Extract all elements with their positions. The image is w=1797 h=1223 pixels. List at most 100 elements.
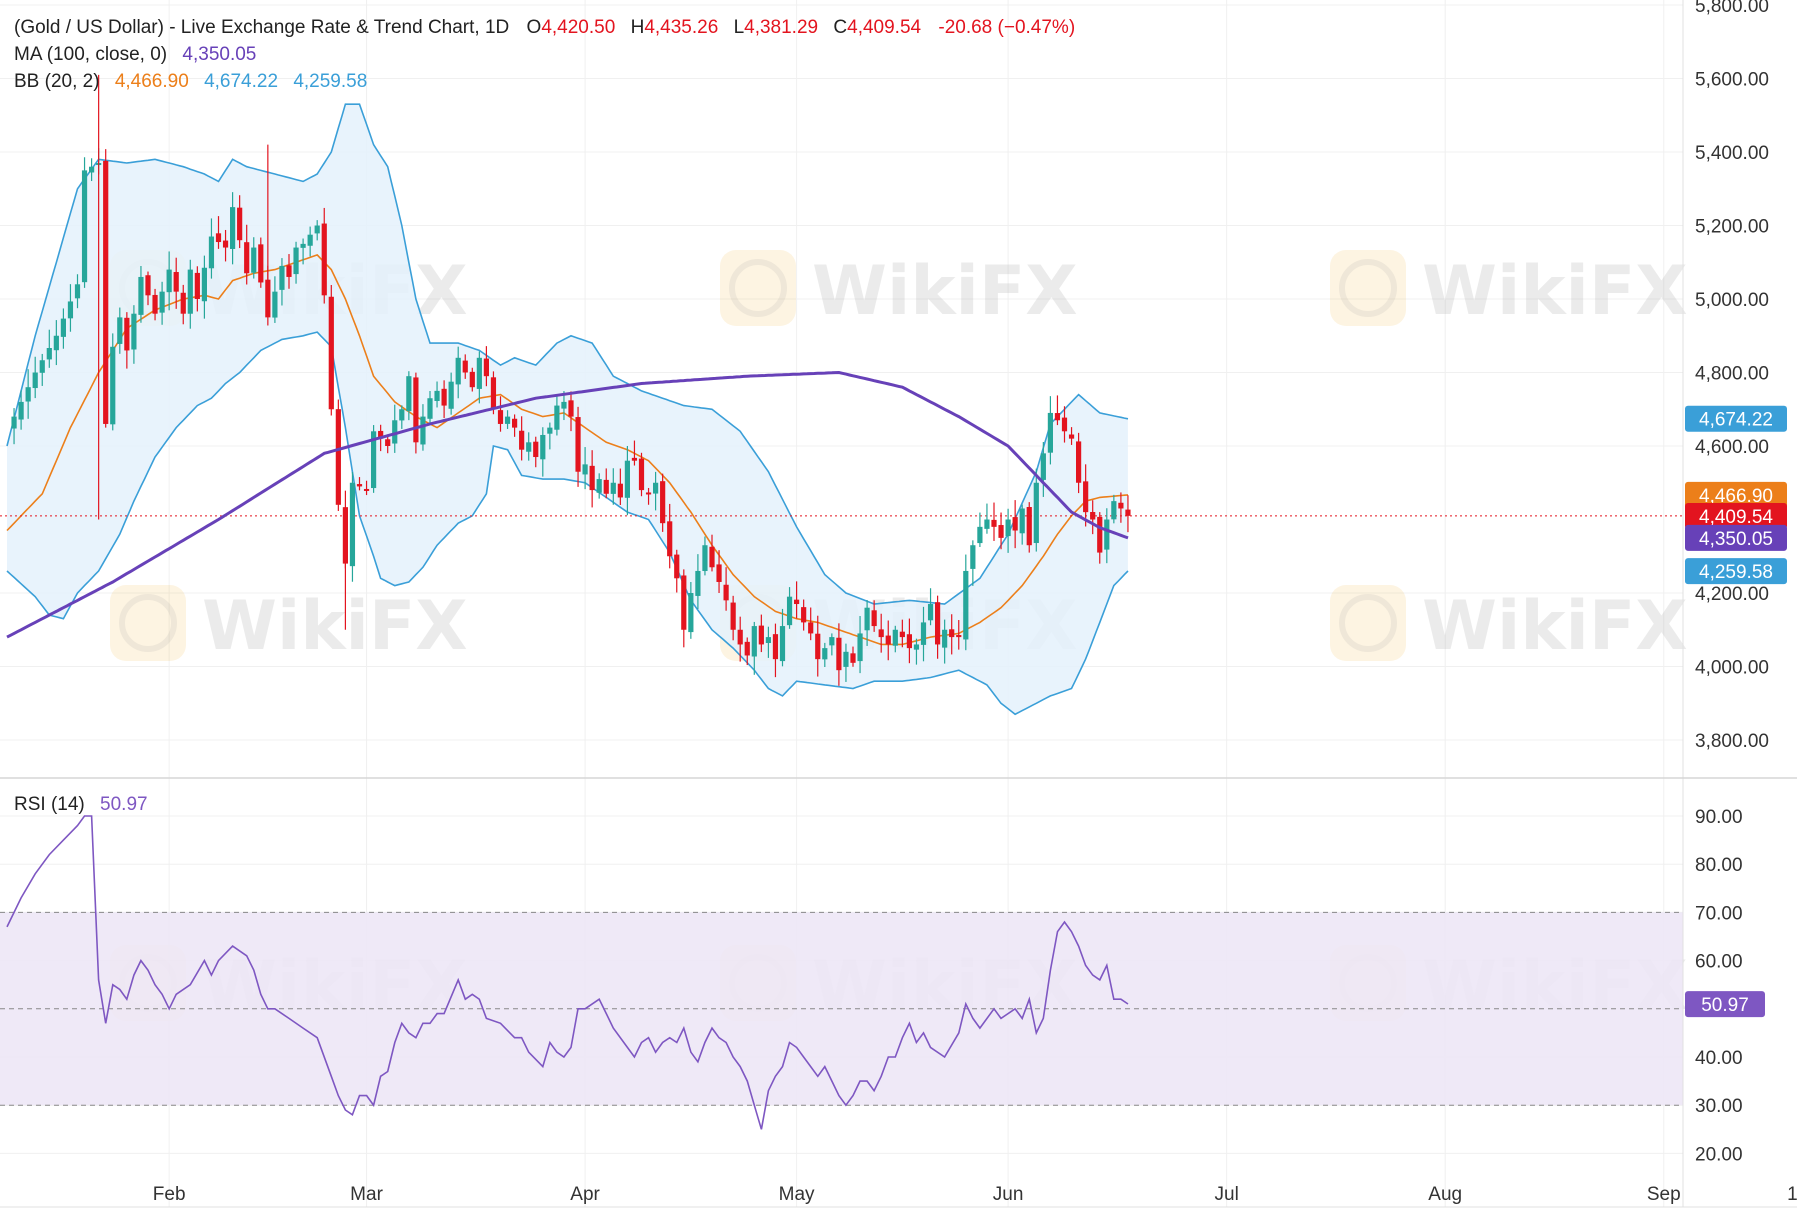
- price-tick-label: 5,800.00: [1695, 0, 1769, 17]
- candle: [554, 396, 560, 436]
- candle: [843, 643, 849, 682]
- candle: [927, 588, 934, 626]
- candle: [1012, 500, 1018, 549]
- candle: [321, 207, 327, 304]
- candle: [610, 468, 616, 505]
- candle: [878, 613, 884, 653]
- legend-close: 4,409.54: [847, 17, 921, 38]
- candle: [716, 550, 722, 593]
- candle: [829, 633, 835, 656]
- candle: [977, 512, 983, 547]
- svg-text:4,466.90: 4,466.90: [1699, 486, 1773, 507]
- candle: [349, 472, 356, 582]
- candle: [392, 404, 398, 453]
- candle: [1026, 502, 1032, 553]
- rsi-tick-label: 60.00: [1695, 952, 1743, 973]
- candle: [46, 329, 52, 368]
- candle: [1104, 508, 1110, 564]
- candle: [857, 616, 863, 674]
- candle: [540, 427, 546, 477]
- candle: [356, 477, 363, 491]
- rsi-tick-label: 30.00: [1695, 1096, 1743, 1117]
- candle: [801, 599, 807, 631]
- candle: [427, 391, 433, 423]
- candle: [660, 473, 666, 532]
- candle: [335, 399, 341, 511]
- rsi-tick-label: 70.00: [1695, 903, 1743, 924]
- legend-title: (Gold / US Dollar) - Live Exchange Rate …: [14, 17, 1075, 38]
- candle: [469, 367, 475, 392]
- candle: [180, 284, 186, 325]
- legend-ma-value: 4,350.05: [182, 44, 256, 65]
- badge-bb-basis: 4,466.90: [1685, 481, 1787, 508]
- price-tick-label: 4,600.00: [1695, 437, 1769, 458]
- candle: [18, 390, 24, 430]
- candle: [963, 554, 969, 651]
- watermark-text: WikiFX: [1422, 587, 1688, 666]
- badge-bb-lower: 4,259.58: [1685, 558, 1787, 585]
- legend-open: 4,420.50: [541, 17, 615, 38]
- candle: [885, 620, 891, 661]
- candle: [342, 490, 348, 569]
- candle: [166, 251, 172, 311]
- legend-rsi-value: 50.97: [100, 794, 148, 815]
- candle: [956, 620, 962, 650]
- candle: [596, 473, 602, 499]
- legend-low-label: L: [734, 17, 745, 38]
- legend-bb-label: BB (20, 2): [14, 71, 100, 92]
- badge-ma: 4,350.05: [1685, 524, 1787, 551]
- rsi-band: [0, 911, 1683, 1106]
- candle: [89, 158, 95, 182]
- date-tick-label: Apr: [570, 1184, 600, 1205]
- candle: [399, 405, 405, 429]
- bb-lower-line: [6, 331, 1129, 716]
- candle: [575, 406, 581, 487]
- candle: [230, 192, 236, 265]
- candle: [758, 614, 764, 653]
- rsi-tick-label: 20.00: [1695, 1144, 1743, 1165]
- badge-rsi: 50.97: [1685, 991, 1765, 1018]
- candle: [1090, 500, 1096, 535]
- date-tick-label: Mar: [350, 1184, 383, 1205]
- candle: [723, 567, 729, 611]
- candle: [328, 284, 334, 416]
- candle: [1125, 495, 1131, 533]
- candle: [187, 259, 193, 329]
- candle: [991, 502, 997, 541]
- candle: [568, 391, 574, 432]
- candle: [561, 391, 567, 421]
- date-tick-label: May: [779, 1184, 815, 1205]
- candle: [892, 625, 898, 653]
- candle: [103, 149, 109, 428]
- candles: [6, 74, 1131, 686]
- candle: [1061, 406, 1068, 443]
- watermark-logo: WikiFX: [1330, 585, 1688, 666]
- legend-change: -20.68 (−0.47%): [938, 17, 1075, 38]
- candle: [1033, 468, 1039, 552]
- candle: [159, 281, 165, 325]
- candle: [448, 372, 454, 415]
- legend-bb-lower: 4,259.58: [293, 71, 367, 92]
- candle: [674, 549, 680, 593]
- price-tick-label: 5,400.00: [1695, 143, 1769, 164]
- candle: [307, 226, 313, 257]
- candle: [681, 569, 687, 648]
- rsi-line: [6, 815, 1129, 1130]
- price-tick-label: 3,800.00: [1695, 731, 1769, 752]
- svg-text:50.97: 50.97: [1701, 995, 1749, 1016]
- candle: [589, 450, 595, 508]
- candle: [730, 595, 736, 641]
- candle: [293, 241, 299, 284]
- watermark-logo: WikiFX: [720, 250, 1078, 331]
- candle: [152, 288, 158, 321]
- legend-rsi: RSI (14) 50.97: [14, 794, 148, 815]
- price-badges: 4,674.22 4,466.904,409.544,350.05 4,259.58…: [1685, 405, 1787, 1018]
- candle: [617, 468, 623, 506]
- legend-bb-basis: 4,466.90: [115, 71, 189, 92]
- candle: [406, 371, 412, 421]
- watermark-text: WikiFX: [1422, 252, 1688, 331]
- rsi-tick-label: 90.00: [1695, 807, 1743, 828]
- legend-bb-upper: 4,674.22: [204, 71, 278, 92]
- bb-upper-line: [6, 103, 1129, 605]
- candle: [194, 266, 200, 312]
